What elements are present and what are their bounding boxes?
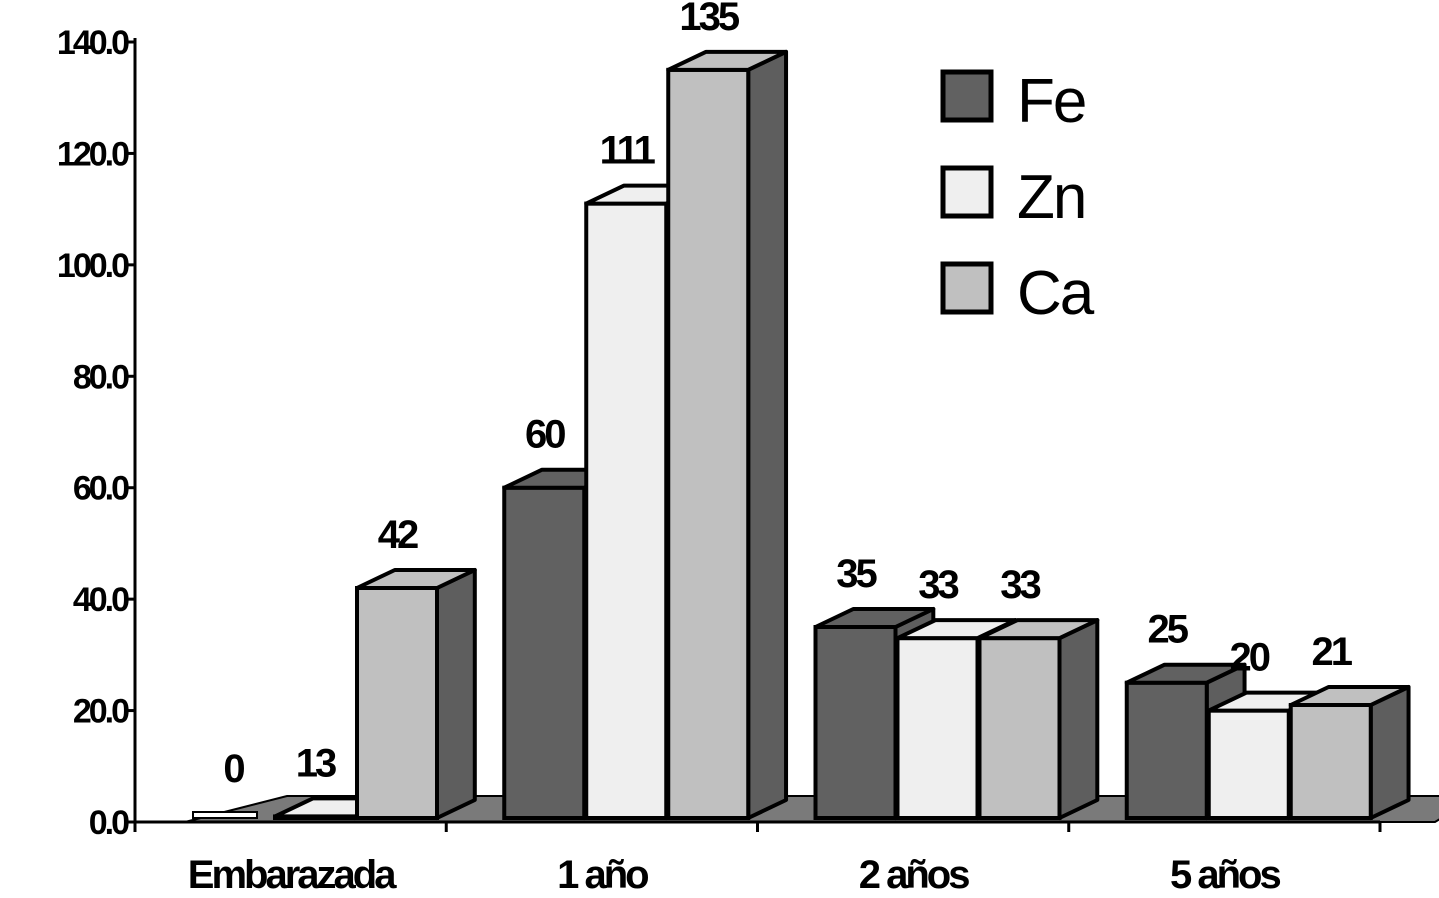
y-tick-label: 20.0 [73, 693, 129, 731]
bar-side [1368, 685, 1411, 820]
bar-zn [1206, 708, 1291, 820]
x-category-label: 5 años [1170, 853, 1280, 897]
bar-ca [666, 67, 751, 821]
bar-top [355, 568, 477, 590]
y-tick-label: 60.0 [73, 470, 129, 508]
y-tick-label: 100.0 [57, 247, 129, 285]
bar-ca [977, 636, 1062, 821]
y-tick-label: 140.0 [57, 24, 129, 62]
y-tick-label: 40.0 [73, 581, 129, 619]
data-label: 33 [1000, 563, 1040, 607]
bar-top [1124, 662, 1247, 685]
legend-label-fe: Fe [1017, 67, 1085, 136]
data-label: 111 [600, 129, 656, 173]
data-label: 42 [378, 513, 418, 557]
data-label: 21 [1312, 630, 1353, 674]
bar-side [746, 49, 789, 820]
bar-fe [502, 485, 587, 820]
bar-side [435, 568, 477, 820]
legend-swatch-ca [940, 261, 994, 315]
x-category-label: 1 año [557, 853, 648, 897]
y-tick-label: 0.0 [89, 804, 129, 842]
data-label: 20 [1230, 636, 1270, 680]
bar-ca [355, 586, 439, 820]
legend-swatch-fe [940, 69, 994, 123]
data-label: 13 [296, 741, 336, 785]
bar-zn [895, 636, 980, 821]
bar-fe [813, 625, 898, 820]
x-category-label: 2 años [859, 853, 969, 897]
y-tick-label: 120.0 [57, 135, 129, 173]
bar-side [1057, 618, 1100, 820]
legend-swatch-zn [940, 165, 994, 219]
bar-fe [192, 811, 258, 819]
legend-label-ca: Ca [1017, 259, 1095, 328]
data-label: 33 [918, 563, 958, 607]
data-label: 25 [1148, 608, 1189, 652]
data-label: 35 [836, 552, 877, 596]
y-tick-label: 80.0 [73, 358, 129, 396]
bar-fe [1124, 680, 1209, 821]
bar-top [813, 607, 936, 629]
bar-top [1288, 685, 1411, 707]
data-label: 0 [223, 747, 244, 791]
data-label: 60 [525, 413, 565, 457]
x-category-label: Embarazada [188, 853, 397, 897]
bar-zn [584, 201, 669, 821]
bar-ca [1288, 703, 1373, 820]
bar-top [666, 49, 789, 72]
data-label: 135 [679, 0, 739, 39]
legend-label-zn: Zn [1017, 163, 1085, 232]
bar-top [977, 618, 1100, 641]
